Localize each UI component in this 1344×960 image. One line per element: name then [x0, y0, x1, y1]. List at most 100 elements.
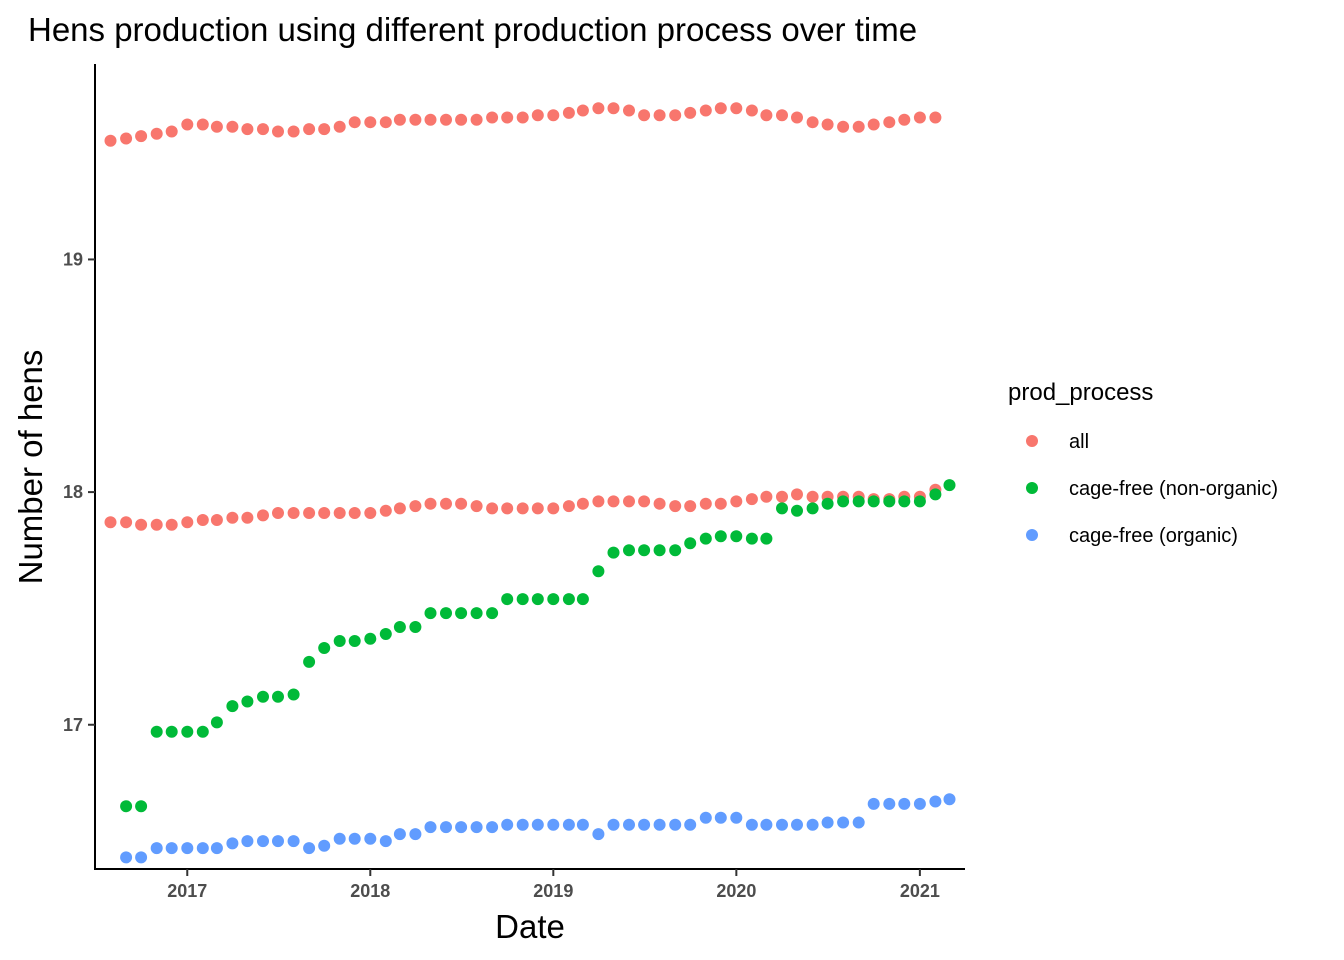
data-point — [607, 102, 620, 115]
data-point — [730, 530, 743, 543]
data-point — [348, 635, 361, 647]
data-point — [196, 725, 209, 738]
legend-items: all cage-free (non-organic) cage-free (org… — [1026, 431, 1278, 547]
data-point — [669, 500, 682, 513]
legend-label: cage-free (organic) — [1069, 525, 1238, 547]
data-point — [241, 695, 254, 708]
data-point — [486, 502, 499, 515]
data-point — [791, 111, 803, 124]
x-tick-label: 2020 — [716, 881, 756, 901]
data-point — [257, 509, 269, 522]
data-point — [669, 818, 682, 831]
data-point — [226, 120, 239, 133]
data-point — [623, 495, 635, 508]
data-point — [150, 127, 163, 140]
data-point — [576, 593, 589, 606]
data-point — [562, 500, 575, 513]
data-point — [653, 109, 666, 122]
data-point — [531, 502, 544, 515]
data-point — [165, 842, 178, 855]
data-point — [409, 828, 422, 841]
data-point — [348, 507, 361, 519]
legend-title: prod_process — [1008, 379, 1153, 406]
data-point — [745, 532, 758, 545]
data-point — [257, 123, 269, 136]
data-point — [898, 797, 911, 810]
data-point — [699, 811, 712, 824]
data-point — [852, 120, 865, 133]
ticks-layer: 2017 2018 2019 2020 2021 17 18 19 — [63, 249, 940, 901]
data-point — [181, 118, 194, 131]
data-point — [150, 518, 163, 531]
data-point — [883, 495, 896, 508]
data-point — [470, 113, 483, 126]
data-point — [196, 118, 209, 131]
data-point — [576, 104, 589, 117]
data-point — [440, 607, 452, 620]
y-tick-label: 17 — [63, 715, 83, 735]
data-point — [181, 725, 194, 738]
data-point — [470, 821, 483, 834]
data-point — [287, 688, 300, 701]
data-point — [393, 502, 406, 515]
data-point — [150, 725, 163, 738]
x-tick-label: 2021 — [900, 881, 940, 901]
data-point — [210, 120, 223, 133]
data-point — [364, 832, 377, 845]
data-point — [501, 111, 514, 124]
data-point — [699, 532, 712, 545]
data-point — [364, 116, 377, 129]
legend-label: all — [1069, 431, 1089, 453]
data-point — [440, 497, 452, 510]
data-point — [913, 111, 926, 124]
data-point — [455, 821, 468, 834]
legend-swatch — [1026, 482, 1038, 494]
data-point — [714, 811, 727, 824]
data-point — [562, 593, 575, 606]
data-point — [730, 102, 743, 115]
data-point — [760, 490, 773, 503]
data-point — [287, 125, 300, 138]
data-point — [592, 828, 605, 841]
data-point — [883, 797, 896, 810]
data-point — [318, 507, 331, 519]
data-point — [241, 835, 254, 848]
data-point — [409, 621, 422, 633]
data-point — [684, 500, 697, 513]
data-point — [135, 851, 148, 864]
data-point — [867, 797, 880, 810]
data-point — [501, 818, 514, 831]
data-point — [333, 507, 346, 519]
data-point — [684, 537, 697, 550]
data-point — [929, 111, 942, 124]
data-point — [104, 134, 117, 147]
data-point — [699, 104, 712, 117]
data-point — [592, 495, 605, 508]
data-point — [120, 851, 133, 864]
data-point — [303, 507, 316, 519]
data-point — [576, 818, 589, 831]
data-point — [379, 628, 392, 640]
data-point — [516, 502, 529, 515]
data-point — [393, 828, 406, 841]
data-point — [791, 504, 803, 517]
chart-title: Hens production using different producti… — [28, 11, 917, 48]
data-point — [333, 832, 346, 845]
data-point — [226, 700, 239, 713]
data-point — [547, 109, 560, 122]
data-point — [393, 113, 406, 126]
x-tick-label: 2018 — [350, 881, 390, 901]
data-point — [776, 818, 788, 831]
data-point — [714, 530, 727, 543]
data-point — [287, 835, 300, 848]
data-point — [226, 511, 239, 524]
data-point — [303, 123, 316, 136]
data-point — [592, 102, 605, 115]
data-point — [745, 818, 758, 831]
x-axis-title: Date — [495, 908, 565, 945]
data-point — [501, 593, 514, 606]
data-point — [226, 837, 239, 850]
data-point — [943, 479, 956, 492]
data-point — [531, 109, 544, 122]
data-point — [455, 113, 468, 126]
